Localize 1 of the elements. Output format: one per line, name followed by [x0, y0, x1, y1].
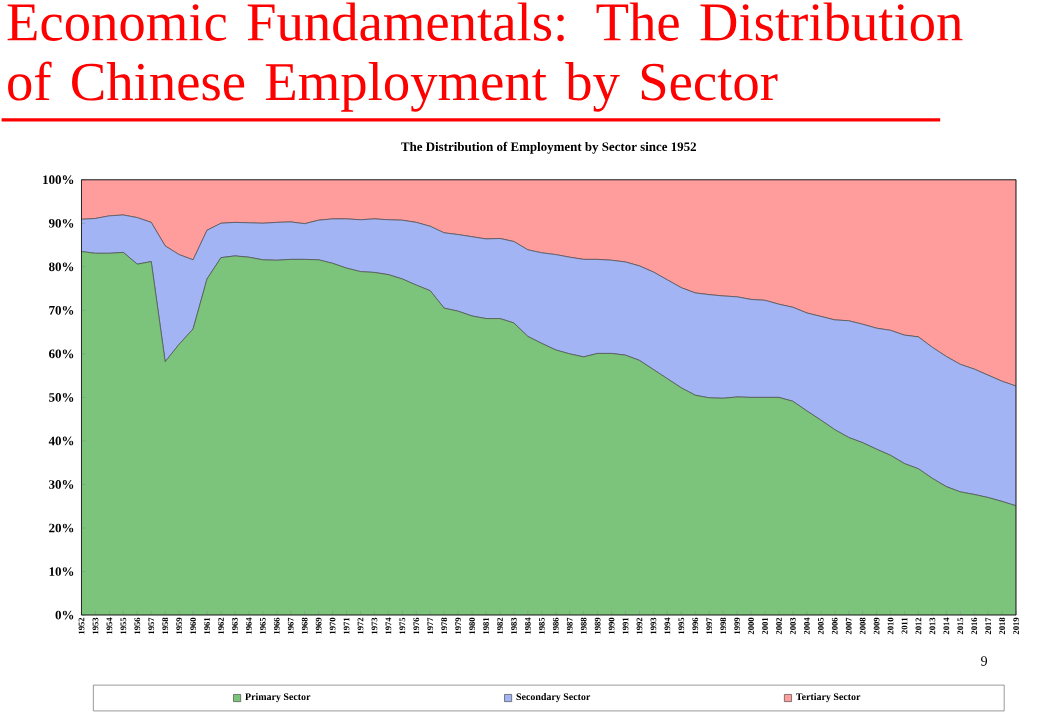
chart-title: Economic Fundamentals: The Distribution of Chinese Employment by Sector — [7, 1, 963, 112]
